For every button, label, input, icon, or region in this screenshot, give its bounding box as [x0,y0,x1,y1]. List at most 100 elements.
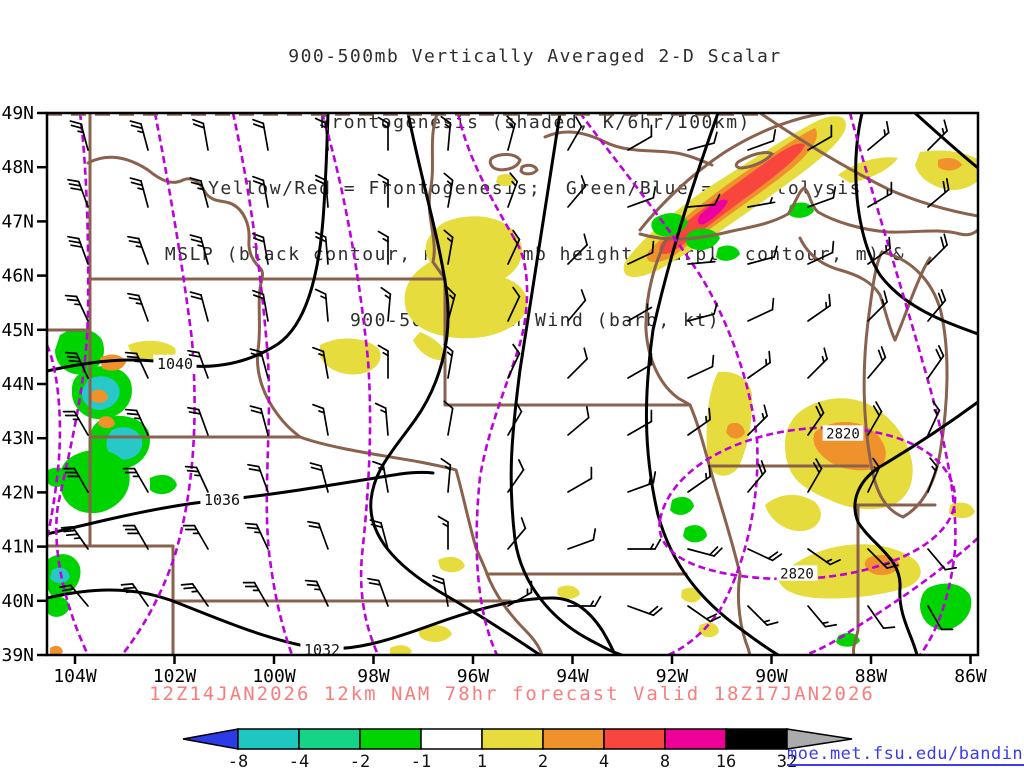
frontogenesis-shading [681,587,701,603]
contour-label-halo [153,354,197,372]
colorbar-tick-label: 16 [716,752,736,768]
state-border [488,153,522,172]
colorbar-segment [237,728,300,750]
lon-label: 88W [855,666,888,687]
colorbar-segment [603,728,666,750]
frontogenesis-shading [106,427,143,460]
state-border [893,256,932,342]
lon-label: 102W [153,666,197,687]
lon-label: 92W [656,666,689,687]
height-contour [47,344,62,539]
contour-label-halo [300,640,344,655]
frontogenesis-shading [698,622,719,638]
colorbar-tick-label: 8 [660,752,670,768]
frontogenesis-shading [685,228,720,251]
lon-label: 98W [357,666,390,687]
frontogenesis-shading [50,645,63,655]
frontogenesis-shading [659,143,805,254]
lon-label: 90W [755,666,788,687]
state-border [427,113,447,407]
lat-label: 45N [1,320,34,341]
frontogenesis-shading [100,354,126,371]
contour-label: 2820 [780,566,814,582]
mslp-contour [853,400,978,655]
forecast-validity-text: 12Z14JAN2026 12km NAM 78hr forecast Vali… [149,683,875,705]
mslp-contour [913,113,978,170]
frontogenesis-shading [920,583,972,631]
wind-barbs [58,115,958,631]
contour-label-halo [200,490,244,508]
state-border [255,277,302,439]
lon-label: 94W [556,666,589,687]
lat-label: 43N [1,428,34,449]
frontogenesis-shading [59,449,130,514]
state-border [485,572,544,655]
frontogenesis-shading [413,332,446,361]
frontogenesis-shading [150,474,177,495]
frontogenesis-shading [765,494,821,532]
frontogenesis-shading [320,338,381,375]
state-border [638,113,827,232]
colorbar-tick-label: -2 [350,752,370,768]
lon-label: 86W [954,666,987,687]
state-border [543,130,714,167]
state-border [852,503,860,655]
colorbar-segment [542,728,605,750]
lat-label: 47N [1,211,34,232]
lon-label: 100W [252,666,296,687]
mslp-contour [47,588,617,655]
colorbar-tick-label: -4 [289,752,309,768]
credit-link[interactable]: moe.met.fsu.edu/banding [787,744,1024,766]
frontogenesis-shading [683,525,707,543]
frontogenesis-shading [418,625,452,642]
frontogenesis-shading [47,467,70,487]
frontogenesis-shading [697,199,728,225]
colorbar-tick-label: 4 [599,752,609,768]
colorbar-segment [664,728,727,750]
contour-label-halo [822,425,864,441]
lon-label: 96W [457,666,490,687]
state-border [758,113,978,218]
frontogenesis-shading [438,556,465,573]
colorbar-segment [725,728,788,750]
height-contour [804,537,978,655]
frontogenesis-shading [557,585,580,599]
frontogenesis-shading [949,502,975,519]
frontogenesis-shading [390,645,412,655]
lat-label: 46N [1,266,34,287]
state-border [862,250,949,519]
colorbar-left-arrow [182,728,239,750]
height-contour [578,113,759,655]
state-border [644,236,692,407]
lat-label: 41N [1,537,34,558]
colorbar-tick-label: 2 [538,752,548,768]
height-contour [320,113,380,655]
state-border [638,186,978,241]
frontogenesis-shading [496,173,516,186]
colorbar-right-arrow [786,728,853,750]
colorbar-segment [298,728,361,750]
height-contour [55,113,90,655]
frontogenesis-shading [47,596,70,617]
colorbar-tick-label: -1 [411,752,431,768]
contour-label-halo [776,565,818,581]
colorbar-segment [359,728,422,750]
colorbar-tick-label: 1 [477,752,487,768]
colorbar-tick-label: -8 [228,752,248,768]
state-border [519,163,539,176]
contour-label: 1036 [204,491,240,509]
colorbar-segment [420,728,483,750]
lat-label: 40N [1,591,34,612]
mslp-contour [644,113,780,655]
contour-label: 1032 [304,641,340,659]
frontogenesis-shading [938,157,962,171]
frontogenesis-shading [716,245,740,261]
frontogenesis-shading [90,389,108,403]
state-border [736,572,752,655]
mslp-contour [47,470,435,536]
frontogenesis-shading [726,422,745,439]
height-contour [231,113,294,655]
contour-label: 2820 [826,426,860,442]
